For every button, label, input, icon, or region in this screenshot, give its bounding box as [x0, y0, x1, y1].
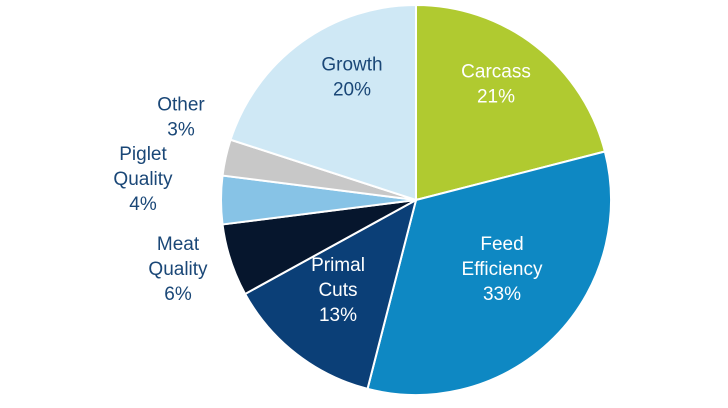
slice-value-label: 33% — [483, 284, 521, 305]
slice-label-piglet-quality: Piglet Quality 4% — [113, 144, 173, 215]
slice-label-other: Other 3% — [157, 95, 205, 141]
slice-name-label: Primal — [311, 255, 365, 276]
slice-name-label: Other — [157, 95, 205, 116]
slice-name-label: Piglet — [119, 144, 167, 165]
slice-name-label: Carcass — [461, 62, 531, 83]
slice-label-primal-cuts: Primal Cuts 13% — [311, 255, 365, 326]
pie-slices — [220, 3, 612, 396]
slice-label-growth: Growth 20% — [321, 55, 382, 101]
slice-label-feed-efficiency: Feed Efficiency 33% — [462, 234, 543, 305]
pie-slice-primal-cuts — [243, 198, 418, 391]
slice-value-label: 6% — [164, 284, 192, 305]
pie-labels: Carcass 21% Feed Efficiency 33% Primal Cuts 13%… — [113, 55, 543, 327]
slice-label-carcass: Carcass 21% — [461, 62, 531, 108]
slice-name-label: Feed — [480, 234, 523, 255]
slice-label-meat-quality: Meat Quality 6% — [148, 234, 208, 305]
slice-name-label: Quality — [113, 169, 173, 190]
slice-name-label: Cuts — [318, 280, 357, 301]
slice-name-label: Quality — [148, 259, 208, 280]
slice-value-label: 3% — [167, 120, 195, 141]
slice-name-label: Efficiency — [462, 259, 543, 280]
pie-slice-growth — [229, 3, 417, 202]
slice-value-label: 4% — [129, 194, 157, 215]
slice-value-label: 20% — [333, 80, 371, 101]
pie-slice-feed-efficiency — [366, 150, 612, 396]
slice-name-label: Growth — [321, 55, 382, 76]
slice-value-label: 21% — [477, 87, 515, 108]
pie-slice-carcass — [415, 3, 607, 202]
slice-name-label: Meat — [157, 234, 200, 255]
slice-value-label: 13% — [319, 305, 357, 326]
